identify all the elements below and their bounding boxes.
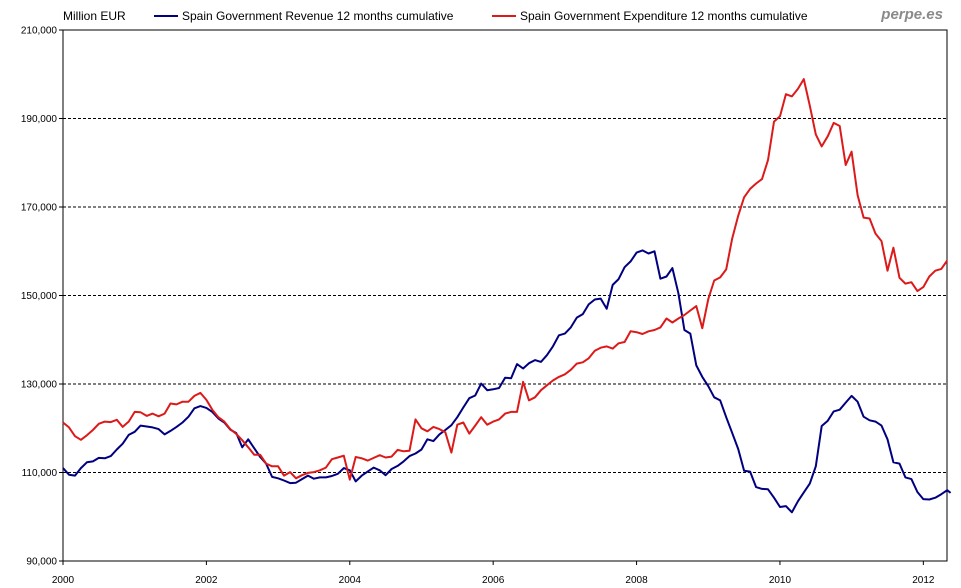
grid-lines bbox=[63, 118, 947, 473]
x-tick-label: 2006 bbox=[482, 575, 505, 586]
y-tick-label: 90,000 bbox=[26, 557, 57, 568]
y-tick-label: 210,000 bbox=[21, 26, 58, 37]
y-tick-label: 150,000 bbox=[21, 291, 58, 302]
series-lines bbox=[62, 78, 952, 514]
x-tick-label: 2002 bbox=[195, 575, 218, 586]
legend-label-revenue: Spain Government Revenue 12 months cumul… bbox=[182, 9, 454, 23]
unit-label: Million EUR bbox=[63, 9, 126, 23]
y-tick-label: 170,000 bbox=[21, 203, 58, 214]
x-tick-label: 2000 bbox=[52, 575, 75, 586]
brand-watermark: perpe.es bbox=[880, 6, 943, 23]
y-tick-label: 110,000 bbox=[22, 468, 58, 479]
x-tick-label: 2012 bbox=[912, 575, 935, 586]
legend: Spain Government Revenue 12 months cumul… bbox=[154, 9, 808, 23]
legend-label-expenditure: Spain Government Expenditure 12 months c… bbox=[520, 9, 808, 23]
x-tick-label: 2010 bbox=[769, 575, 792, 586]
y-tick-label: 130,000 bbox=[21, 380, 58, 391]
x-tick-label: 2008 bbox=[625, 575, 648, 586]
y-tick-label: 190,000 bbox=[21, 114, 58, 125]
axis-ticks: 90,000 110,000 130,000 150,000 170,000 190,00… bbox=[21, 26, 935, 587]
series-line-expenditure bbox=[62, 78, 949, 481]
series-line-revenue bbox=[62, 249, 952, 514]
x-tick-label: 2004 bbox=[339, 575, 362, 586]
